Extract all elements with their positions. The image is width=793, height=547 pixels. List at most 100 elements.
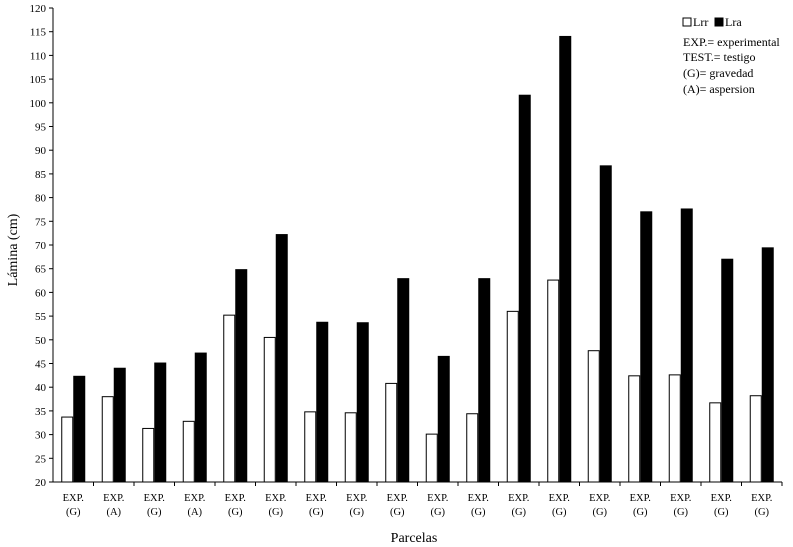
bar-lra — [518, 94, 531, 483]
category-label-line1: EXP. — [711, 493, 732, 504]
bar-lra — [559, 35, 572, 483]
bar-lra — [599, 165, 612, 483]
bar-lrr — [223, 314, 236, 483]
y-axis-title: Lámina (cm) — [6, 213, 21, 286]
category-label-line1: EXP. — [225, 493, 246, 504]
annotation-aspersion: (A)= aspersion — [683, 82, 755, 96]
y-tick-label: 120 — [30, 3, 47, 15]
bar-lra — [113, 367, 126, 483]
y-tick-label: 90 — [35, 145, 47, 157]
bar-lra — [478, 278, 491, 483]
annotation-gravedad: (G)= gravedad — [683, 66, 753, 80]
bar-lra — [680, 208, 693, 483]
bar-lrr — [709, 402, 722, 483]
y-tick-label: 35 — [35, 406, 47, 418]
bar-lrr — [547, 279, 560, 483]
y-tick-label: 85 — [35, 169, 47, 181]
category-label-line2: (G) — [268, 507, 283, 518]
category-label-line1: EXP. — [144, 493, 165, 504]
plot-area: 20 25 30 35 40 45 50 55 60 65 70 75 80 85 90 95 100 105 11… — [30, 3, 783, 518]
y-tick-label: 95 — [35, 122, 47, 134]
category-label-line2: (G) — [430, 507, 445, 518]
legend-label-lra: Lra — [725, 15, 742, 29]
bar-lrr — [587, 350, 600, 483]
category-label-line1: EXP. — [346, 493, 367, 504]
category-label-line1: EXP. — [387, 493, 408, 504]
category-label-line2: (G) — [390, 507, 405, 518]
y-tick-label: 75 — [35, 216, 47, 228]
category-label-line2: (G) — [228, 507, 243, 518]
category-label-line2: (G) — [714, 507, 729, 518]
category-label-line2: (G) — [349, 507, 364, 518]
category-label-line1: EXP. — [265, 493, 286, 504]
bar-lra — [721, 258, 734, 483]
x-axis-ticks: EXP. (G) EXP. (A) EXP. (G) EXP. (A) EXP. (G) EXP. (… — [63, 482, 783, 518]
bar-lra — [437, 355, 450, 483]
category-label-line2: (A) — [187, 507, 202, 518]
bar-lrr — [344, 412, 357, 483]
y-tick-label: 25 — [35, 453, 47, 465]
category-label-line2: (G) — [511, 507, 526, 518]
category-label-line2: (G) — [471, 507, 486, 518]
bar-lrr — [304, 411, 317, 483]
category-label-line2: (G) — [309, 507, 324, 518]
bar-lra — [194, 352, 207, 483]
bar-lra — [356, 322, 369, 483]
y-tick-label: 70 — [35, 240, 47, 252]
annotation-testigo: TEST.= testigo — [683, 50, 756, 64]
category-label-line2: (G) — [66, 507, 81, 518]
category-label-line1: EXP. — [670, 493, 691, 504]
category-label-line2: (G) — [673, 507, 688, 518]
category-label-line1: EXP. — [103, 493, 124, 504]
bars — [61, 35, 774, 483]
bar-lra — [154, 362, 167, 483]
bar-lrr — [61, 416, 74, 483]
category-label-line1: EXP. — [427, 493, 448, 504]
legend: Lrr Lra EXP.= experimental TEST.= testig… — [682, 15, 780, 96]
legend-swatch-lrr — [682, 17, 692, 27]
bar-lra — [640, 211, 653, 483]
bar-lra — [397, 278, 410, 483]
y-tick-label: 80 — [35, 193, 47, 205]
legend-label-lrr: Lrr — [693, 15, 708, 29]
legend-swatch-lra — [714, 17, 724, 27]
y-axis-ticks: 20 25 30 35 40 45 50 55 60 65 70 75 80 85 90 95 100 105 11… — [30, 3, 53, 489]
x-axis-title: Parcelas — [391, 531, 438, 546]
y-tick-label: 30 — [35, 430, 47, 442]
bar-lra — [316, 321, 329, 483]
bar-lra — [73, 375, 86, 483]
category-label-line1: EXP. — [508, 493, 529, 504]
category-label-line1: EXP. — [549, 493, 570, 504]
annotation-experimental: EXP.= experimental — [683, 35, 780, 49]
bar-lra — [235, 269, 248, 483]
category-label-line2: (G) — [552, 507, 567, 518]
y-tick-label: 65 — [35, 264, 47, 276]
category-label-line1: EXP. — [751, 493, 772, 504]
y-tick-label: 60 — [35, 287, 47, 299]
y-tick-label: 55 — [35, 311, 47, 323]
bar-lrr — [142, 427, 155, 483]
category-label-line1: EXP. — [306, 493, 327, 504]
category-label-line1: EXP. — [184, 493, 205, 504]
bar-lrr — [182, 420, 195, 483]
bar-lrr — [668, 374, 681, 483]
category-label-line1: EXP. — [630, 493, 651, 504]
y-tick-label: 45 — [35, 359, 47, 371]
bar-lrr — [425, 433, 438, 483]
category-label-line2: (G) — [147, 507, 162, 518]
category-label-line2: (G) — [592, 507, 607, 518]
category-label-line1: EXP. — [63, 493, 84, 504]
category-label-line2: (G) — [633, 507, 648, 518]
y-tick-label: 20 — [35, 477, 47, 489]
bar-lrr — [385, 382, 398, 483]
y-tick-label: 105 — [30, 74, 47, 86]
y-tick-label: 110 — [30, 50, 47, 62]
category-label-line1: EXP. — [589, 493, 610, 504]
y-tick-label: 115 — [30, 27, 47, 39]
category-label-line2: (G) — [754, 507, 769, 518]
bar-lrr — [749, 395, 762, 483]
bar-lrr — [263, 336, 276, 483]
y-tick-label: 50 — [35, 335, 47, 347]
y-tick-label: 40 — [35, 382, 47, 394]
